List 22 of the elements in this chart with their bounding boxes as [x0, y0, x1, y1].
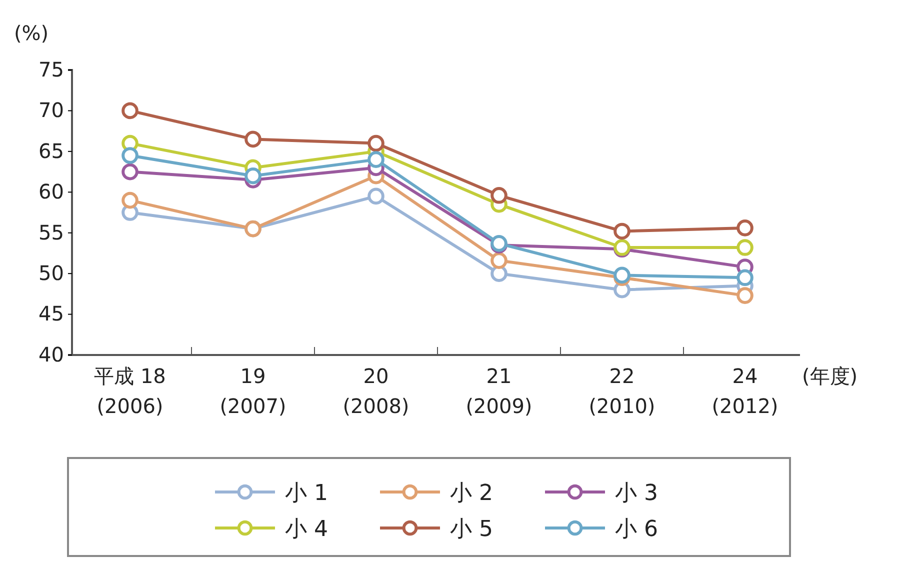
- legend-label: 小 3: [615, 481, 658, 506]
- y-tick-label: 40: [38, 342, 64, 366]
- y-tick-label: 65: [38, 138, 64, 163]
- y-tick-label: 75: [38, 57, 64, 82]
- legend-label: 小 2: [450, 481, 493, 506]
- x-tick-label: 22 (2010): [588, 364, 656, 418]
- legend-label: 小 5: [450, 517, 493, 542]
- y-tick-label: 50: [38, 260, 64, 285]
- legend-label: 小 1: [285, 481, 328, 506]
- y-tick-label: 55: [38, 220, 64, 244]
- x-tick-label: 平成 18 (2006): [94, 364, 166, 418]
- y-axis-title: (%): [14, 21, 49, 45]
- x-axis-title: (年度): [802, 364, 858, 388]
- legend-label: 小 6: [615, 517, 658, 542]
- legend-label: 小 4: [285, 517, 328, 542]
- x-tick-label: 24 (2012): [712, 364, 778, 418]
- x-tick-label: 21 (2009): [466, 364, 532, 418]
- x-tick-label: 19 (2007): [220, 364, 286, 418]
- y-tick-label: 45: [38, 302, 64, 326]
- y-tick-label: 70: [38, 98, 64, 122]
- y-tick-label: 60: [38, 180, 64, 204]
- x-tick-label: 20 (2008): [342, 364, 410, 418]
